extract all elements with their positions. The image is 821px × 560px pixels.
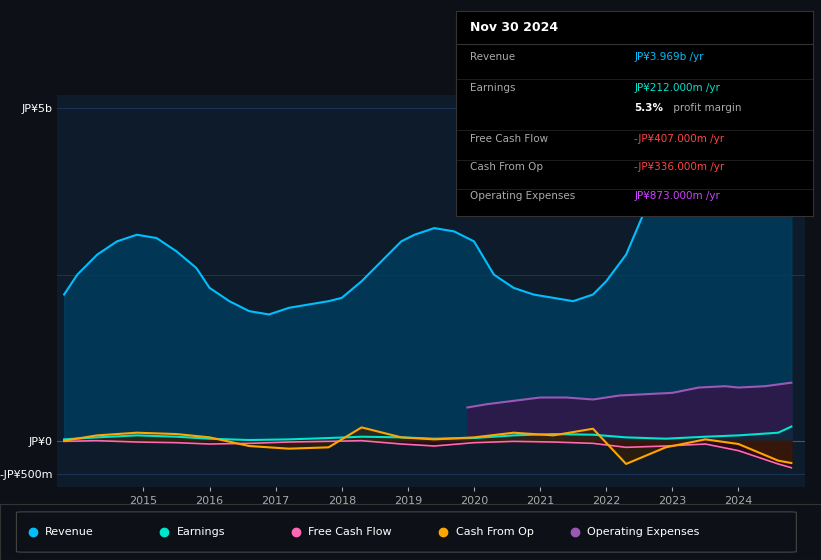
Text: -JP¥336.000m /yr: -JP¥336.000m /yr — [635, 162, 724, 172]
Text: 5.3%: 5.3% — [635, 103, 663, 113]
Text: Cash From Op: Cash From Op — [456, 527, 534, 537]
Text: Earnings: Earnings — [470, 83, 516, 93]
Text: -JP¥407.000m /yr: -JP¥407.000m /yr — [635, 134, 724, 144]
Text: Operating Expenses: Operating Expenses — [587, 527, 699, 537]
Text: JP¥212.000m /yr: JP¥212.000m /yr — [635, 83, 720, 93]
FancyBboxPatch shape — [16, 512, 796, 552]
Text: Free Cash Flow: Free Cash Flow — [308, 527, 392, 537]
Text: Earnings: Earnings — [177, 527, 225, 537]
Text: JP¥873.000m /yr: JP¥873.000m /yr — [635, 191, 720, 201]
Text: Revenue: Revenue — [45, 527, 94, 537]
Text: profit margin: profit margin — [670, 103, 741, 113]
Text: Free Cash Flow: Free Cash Flow — [470, 134, 548, 144]
Text: JP¥3.969b /yr: JP¥3.969b /yr — [635, 52, 704, 62]
Text: Revenue: Revenue — [470, 52, 515, 62]
Text: Operating Expenses: Operating Expenses — [470, 191, 576, 201]
Text: Cash From Op: Cash From Op — [470, 162, 543, 172]
Text: Nov 30 2024: Nov 30 2024 — [470, 21, 558, 34]
